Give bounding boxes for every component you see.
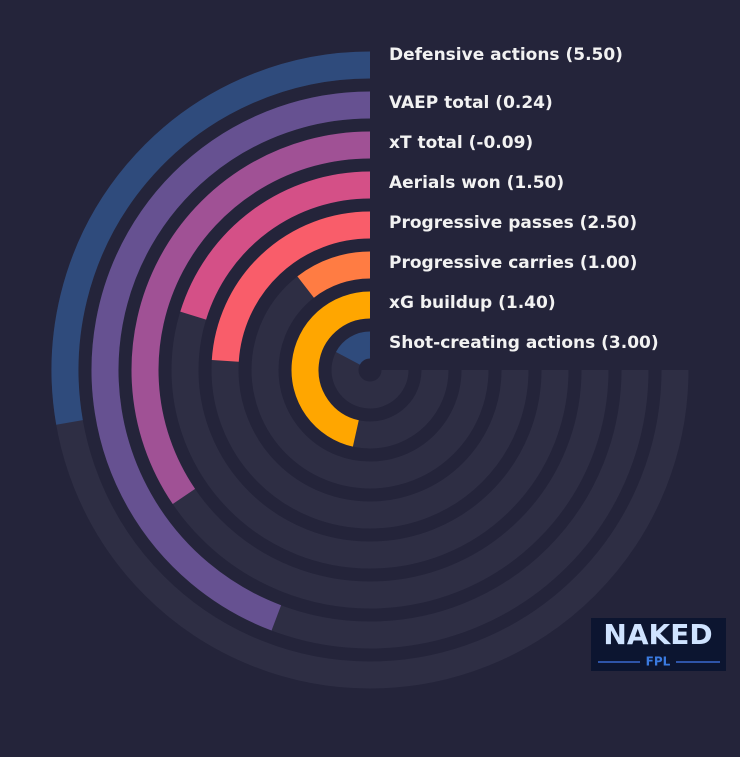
bar — [51, 51, 371, 425]
category-label: Shot-creating actions (3.00) — [389, 333, 659, 353]
category-label: xT total (-0.09) — [389, 133, 533, 153]
bar — [211, 211, 371, 362]
logo-title: NAKED — [603, 618, 712, 651]
logo: NAKED FPL — [591, 618, 726, 671]
bar — [131, 131, 371, 505]
bar — [91, 91, 371, 631]
category-label: Aerials won (1.50) — [389, 173, 564, 193]
category-label: Defensive actions (5.50) — [389, 45, 623, 65]
bar — [297, 251, 371, 298]
bar — [180, 171, 371, 320]
category-label: xG buildup (1.40) — [389, 293, 556, 313]
category-label: Progressive carries (1.00) — [389, 253, 637, 273]
rings: Defensive actions (5.50) VAEP total (0.24… — [51, 45, 689, 689]
category-label: VAEP total (0.24) — [389, 93, 553, 113]
bar — [335, 331, 372, 366]
logo-subtitle: FPL — [646, 655, 671, 669]
track — [251, 251, 489, 489]
bar — [291, 291, 371, 447]
category-label: Progressive passes (2.50) — [389, 213, 637, 233]
